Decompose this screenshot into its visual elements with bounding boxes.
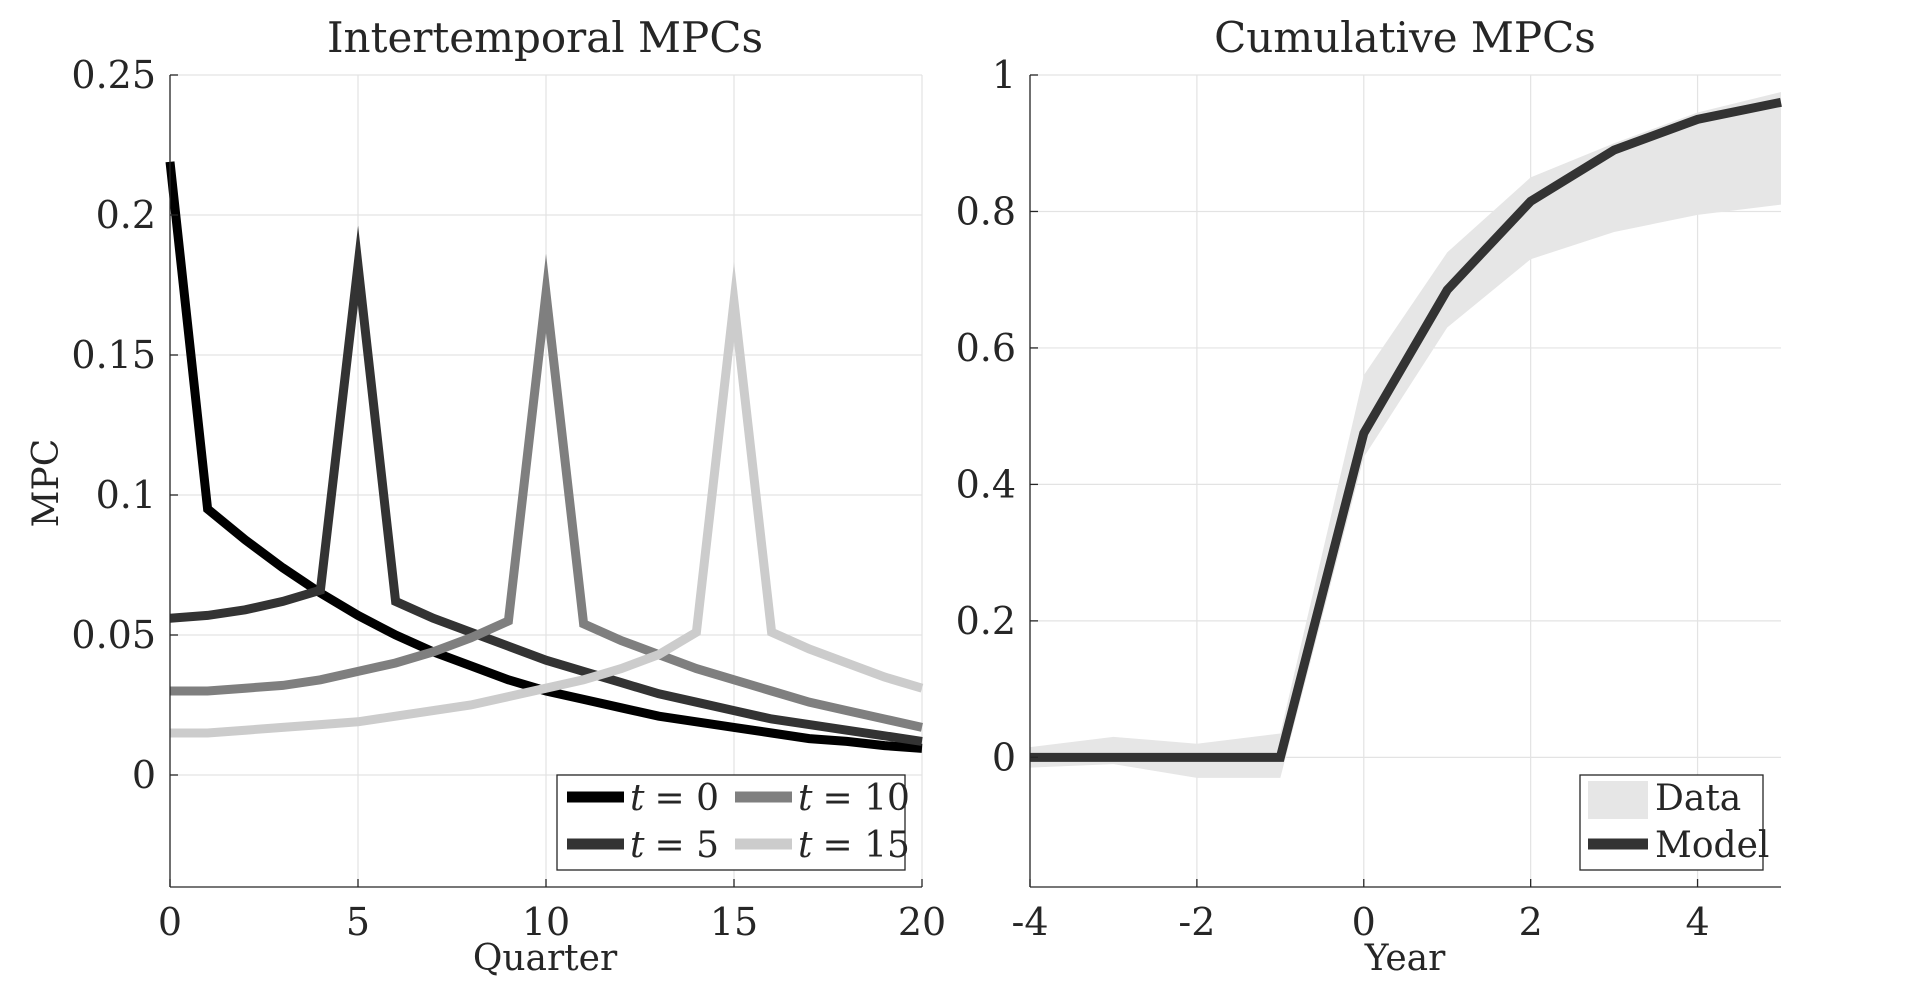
y-tick-label: 0 [132,753,156,797]
legend: t = 0 t = 10 t = 5 t = 15 [556,774,910,871]
y-tick-label: 0.15 [71,333,156,377]
x-tick-label: 10 [522,900,570,944]
legend-entry-t5: t = 5 [567,825,719,866]
legend-box [556,774,906,871]
series-lines [1030,97,1782,762]
legend-entry-data: Data [1588,778,1741,819]
legend-entry-t15: t = 15 [735,825,910,866]
y-tick-label: 1 [992,53,1016,97]
cumulative-mpc-chart: Cumulative MPCs -4 -2 0 2 4 0 0.2 0.4 0.6 0.8 1 Ye… [956,13,1782,979]
tick-labels: -4 -2 0 2 4 0 0.2 0.4 0.6 0.8 1 [956,53,1710,944]
intertemporal-mpc-chart: Intertemporal MPCs 0 5 10 15 2000.050.10.150… [26,13,946,979]
legend-label: Model [1655,825,1769,866]
y-tick-label: 0.1 [96,473,156,517]
legend-label: t = 0 [630,778,719,819]
legend-swatch [1588,781,1648,819]
chart-title: Cumulative MPCs [1214,13,1596,62]
series-line-t-15 [170,262,924,738]
y-tick-label: 0.4 [956,462,1016,506]
x-tick-label: -2 [1178,900,1215,944]
x-tick-label: 2 [1519,900,1543,944]
y-tick-label: 0.2 [956,599,1016,643]
legend-label: t = 15 [798,825,910,866]
grid [169,74,923,887]
axes [1029,74,1781,888]
data-band [1030,92,1781,778]
x-tick-label: 0 [1352,900,1376,944]
y-axis-label: MPC [26,439,67,528]
y-tick-label: 0.6 [956,326,1016,370]
x-tick-label: 4 [1685,900,1709,944]
x-axis-label: Quarter [473,938,618,979]
legend-entry-model: Model [1588,825,1769,866]
x-axis-label: Year [1364,938,1446,979]
y-tick-label: 0.2 [96,193,156,237]
x-tick-label: 5 [346,900,370,944]
series-line-t-5 [169,225,923,746]
x-tick-label: 20 [898,900,946,944]
legend-label: t = 10 [798,778,910,819]
y-tick-label: 0.25 [71,53,156,97]
legend-label: Data [1655,778,1741,819]
series-line-t-10 [170,253,923,732]
x-tick-label: 0 [158,900,182,944]
series-line-model [1030,97,1782,762]
x-tick-label: -4 [1011,900,1048,944]
axes [169,74,923,888]
data-band-layer [1030,92,1781,778]
legend-label: t = 5 [630,825,719,866]
y-tick-label: 0 [992,735,1016,779]
legend-entry-t10: t = 10 [735,778,910,819]
series-lines [165,161,924,753]
tick-labels: 0 5 10 15 20 0 0.05 0.1 0.15 0.2 0.25 [71,53,946,944]
legend: Data Model [1579,774,1769,871]
y-tick-label: 0.8 [956,189,1016,233]
legend-entry-t0: t = 0 [567,778,719,819]
x-tick-label: 15 [710,900,758,944]
chart-title: Intertemporal MPCs [327,13,763,62]
y-tick-label: 0.05 [71,613,156,657]
